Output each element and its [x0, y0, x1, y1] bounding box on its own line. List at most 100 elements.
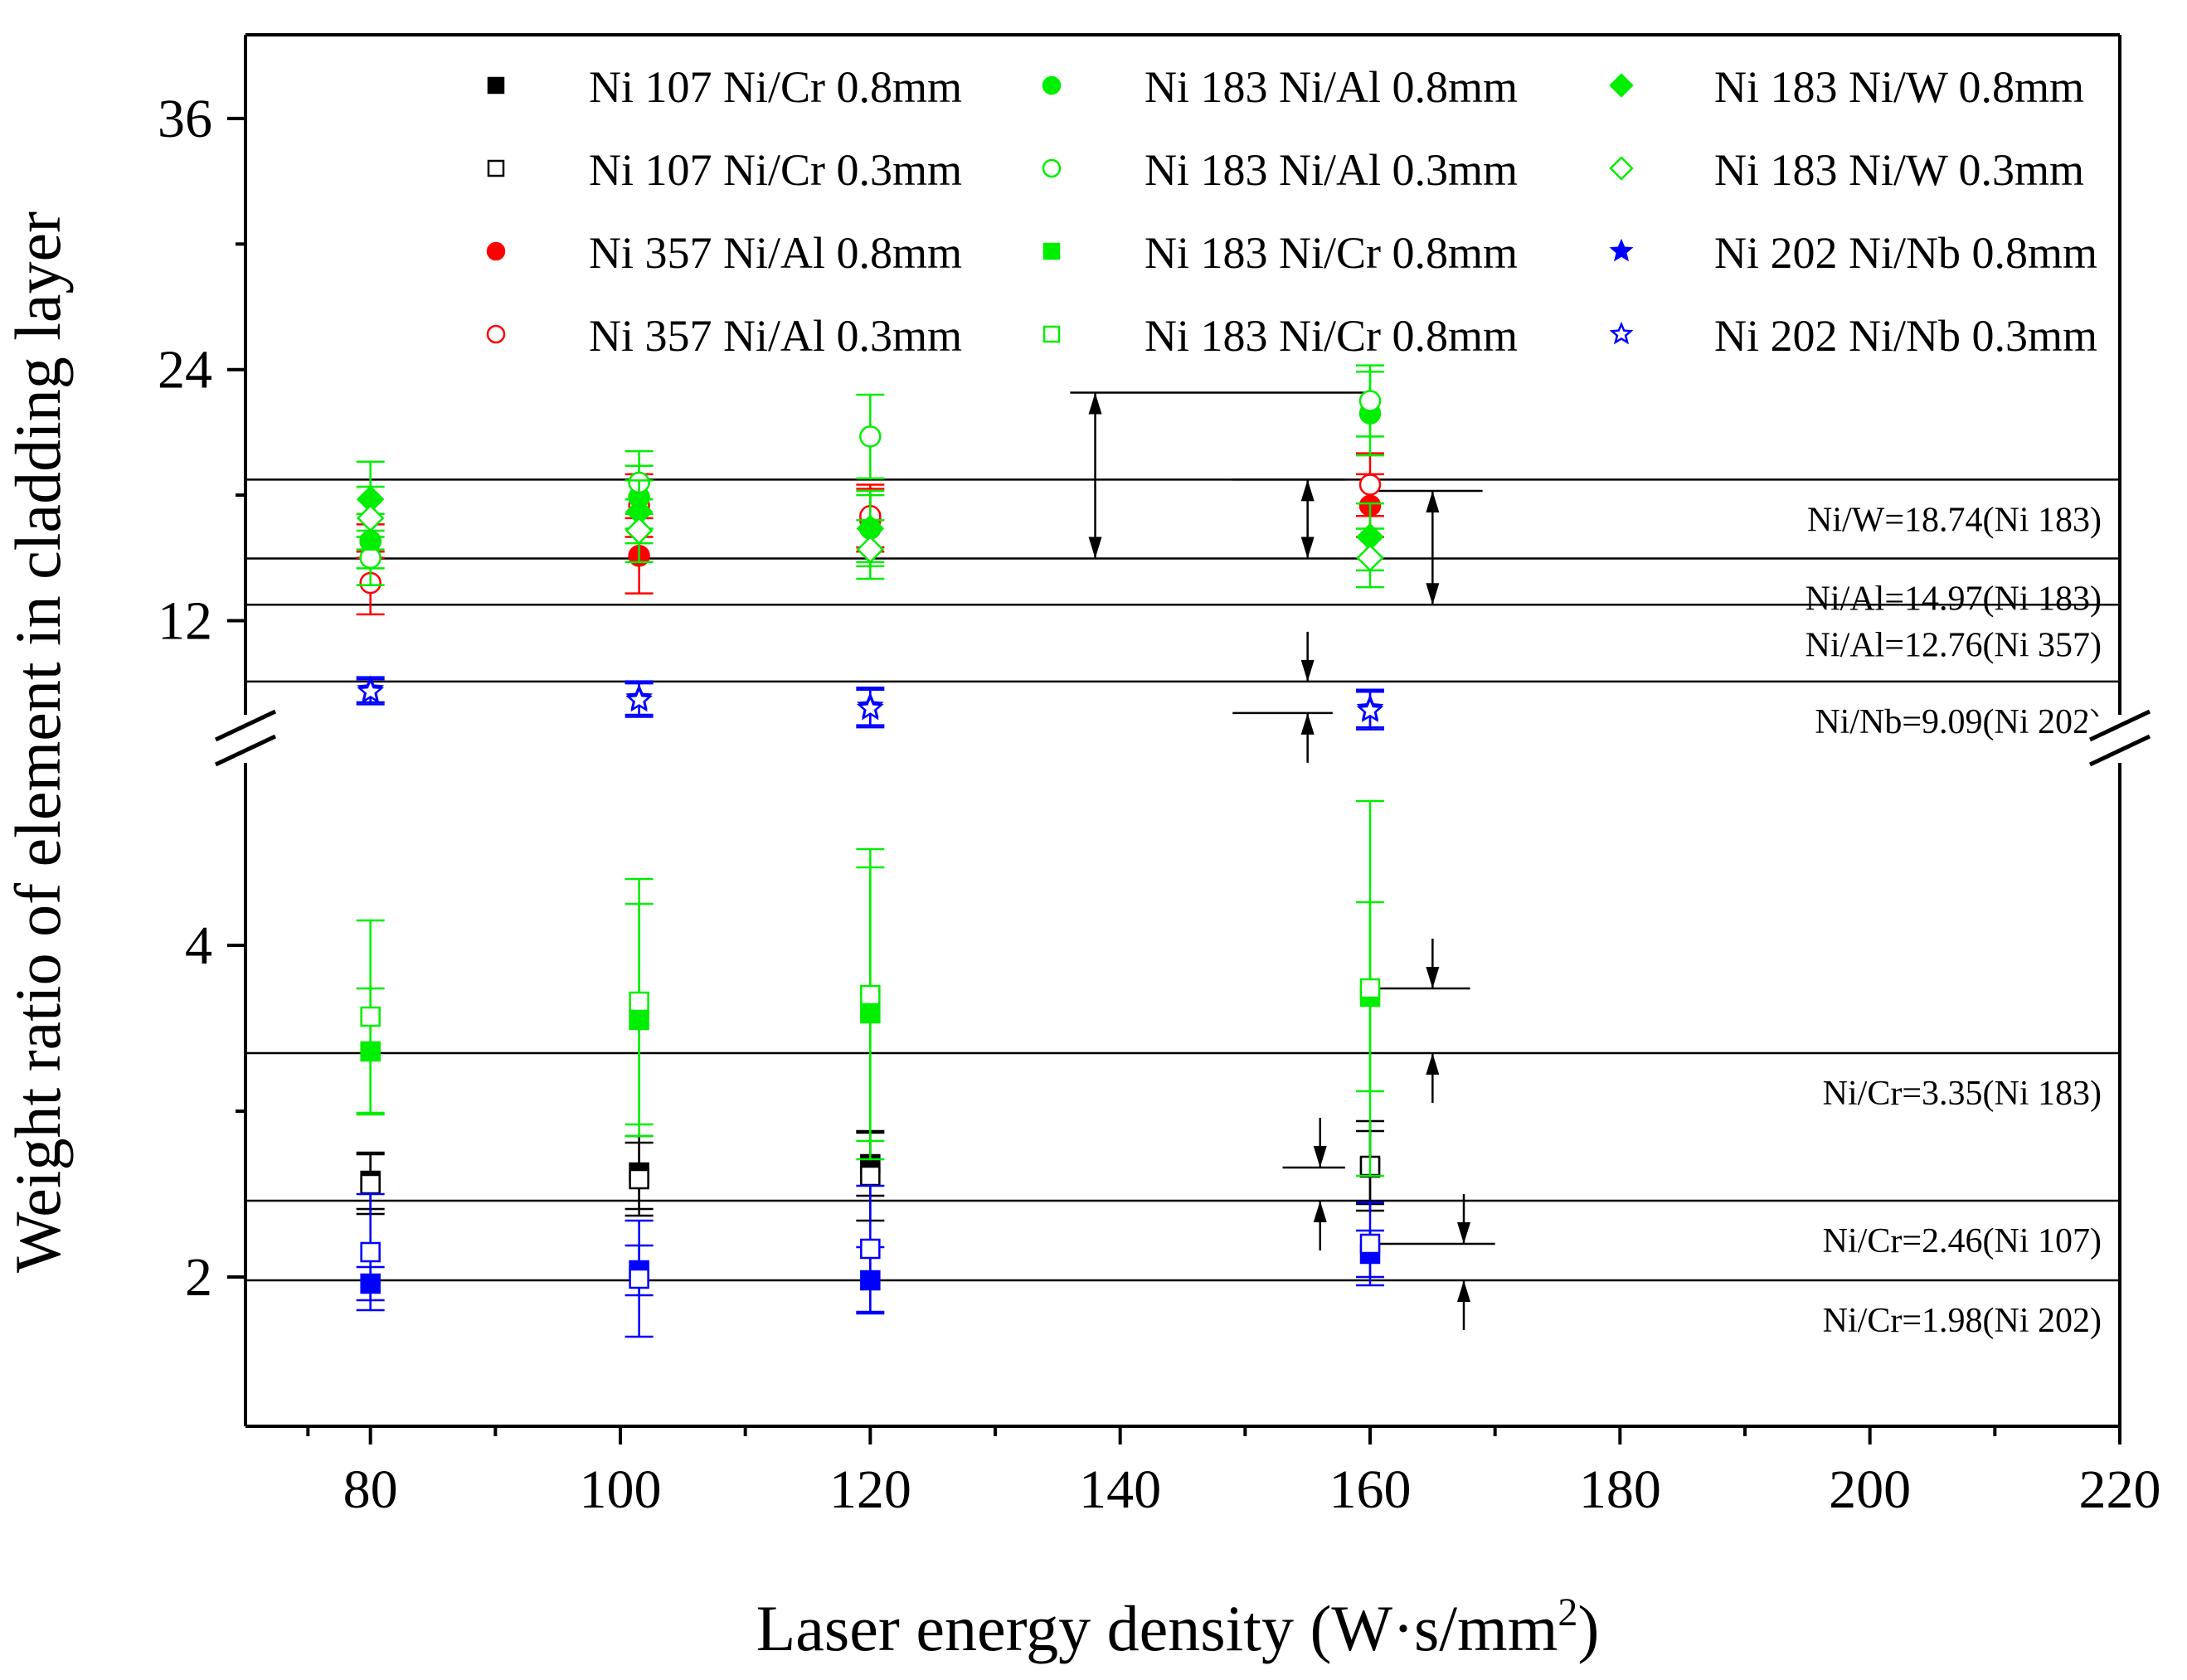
arrow-head: [1300, 659, 1315, 682]
legend-item: Ni 357 Ni/Al 0.3mm: [486, 311, 962, 361]
x-axis-title-main: Laser energy density (W·s/mm: [756, 1592, 1558, 1664]
data-point: [856, 535, 885, 564]
arrow-head: [1457, 1222, 1470, 1244]
data-point: [1358, 390, 1382, 412]
x-tick-label: 160: [1329, 1459, 1412, 1520]
data-point: [1358, 473, 1382, 496]
axis-break-mark-left: [214, 709, 277, 742]
series-group: [356, 1184, 1384, 1338]
legend-marker: [1042, 158, 1062, 178]
data-point: [360, 1173, 381, 1195]
data-point: [859, 425, 882, 448]
y-tick-label: 4: [185, 915, 212, 976]
axis-break-mark-right: [2088, 709, 2151, 742]
data-point: [856, 694, 884, 721]
reference-line-label: Ni/Cr=2.46(Ni 107): [1823, 1222, 2102, 1260]
x-tick-label: 180: [1579, 1459, 1661, 1520]
legend-item: Ni 107 Ni/Cr 0.8mm: [487, 62, 962, 112]
y-tick-label: 36: [158, 89, 212, 149]
data-point: [860, 1238, 881, 1260]
legend-label: Ni 183 Ni/Al 0.3mm: [1145, 145, 1518, 195]
legend-item: Ni 202 Ni/Nb 0.3mm: [1609, 311, 2097, 361]
data-point: [625, 686, 653, 712]
arrow-head: [1088, 392, 1102, 415]
data-point: [629, 1168, 649, 1190]
x-tick-label: 220: [2079, 1459, 2161, 1520]
series-group: [356, 485, 1384, 589]
x-tick-label: 200: [1829, 1459, 1911, 1520]
axis-break-mark-left: [214, 734, 277, 767]
x-tick-label: 140: [1079, 1459, 1161, 1520]
legend-item: Ni 183 Ni/Al 0.8mm: [1042, 62, 1518, 112]
legend-marker: [1609, 238, 1634, 262]
arrow-head: [1457, 1280, 1470, 1302]
arrow-head: [1088, 537, 1102, 559]
x-axis-title: Laser energy density (W·s/mm2): [756, 1590, 1600, 1664]
legend-marker: [1609, 321, 1634, 345]
legend-item: Ni 183 Ni/Al 0.3mm: [1042, 145, 1518, 195]
reference-line-label: Ni/Cr=3.35(Ni 183): [1823, 1075, 2102, 1113]
data-point: [629, 991, 649, 1012]
legend-marker: [486, 241, 506, 261]
legend-label: Ni 183 Ni/W 0.3mm: [1714, 145, 2084, 195]
data-point: [629, 1268, 649, 1289]
x-axis-title-superscript: 2: [1558, 1590, 1577, 1634]
series-group: [356, 799, 1384, 1177]
reference-line-label: Ni/Cr=1.98(Ni 202): [1823, 1302, 2102, 1340]
x-tick-label: 100: [580, 1459, 662, 1520]
arrow-head: [1300, 712, 1315, 735]
data-point: [1359, 978, 1381, 999]
annotation-arrows: [1070, 391, 1495, 1330]
data-point: [359, 546, 382, 570]
arrow-head: [1426, 583, 1440, 605]
legend-item: Ni 357 Ni/Al 0.8mm: [486, 228, 962, 278]
legend-marker: [1042, 325, 1061, 343]
y-tick-label: 2: [185, 1247, 212, 1308]
arrow-head: [1426, 967, 1440, 988]
legend-marker: [1609, 73, 1634, 98]
data-point: [1356, 696, 1384, 722]
y-tick-label: 12: [158, 590, 212, 651]
reference-line-label: Ni/W=18.74(Ni 183): [1807, 501, 2102, 539]
legend-item: Ni 183 Ni/W 0.3mm: [1609, 145, 2084, 195]
data-point: [860, 984, 881, 1006]
legend-label: Ni 107 Ni/Cr 0.8mm: [589, 62, 962, 112]
legend-label: Ni 183 Ni/Cr 0.8mm: [1145, 311, 1518, 361]
axis-break-mark-right: [2088, 734, 2151, 767]
arrow-head: [1426, 1053, 1440, 1075]
data-point: [625, 517, 654, 545]
data-point: [1359, 1233, 1381, 1255]
legend-item: Ni 183 Ni/Cr 0.8mm: [1042, 311, 1518, 361]
legend-marker: [1042, 242, 1061, 260]
data-point: [1356, 544, 1384, 572]
arrow-head: [1300, 479, 1315, 502]
data-series: [356, 364, 1384, 1338]
y-tick-label: 24: [158, 340, 212, 401]
arrow-head: [1300, 537, 1315, 559]
legend-label: Ni 202 Ni/Nb 0.3mm: [1714, 311, 2097, 361]
data-point: [360, 1006, 381, 1027]
data-point: [356, 504, 385, 532]
data-point: [360, 1241, 381, 1263]
legend-marker: [486, 324, 506, 344]
legend-item: Ni 107 Ni/Cr 0.3mm: [487, 145, 962, 195]
series-group: [356, 677, 1384, 731]
x-axis-title-close: ): [1577, 1592, 1599, 1664]
legend-marker: [1042, 75, 1062, 95]
series-group: [356, 364, 1384, 586]
reference-lines: Ni/W=18.74(Ni 183) Ni/Al=14.97(Ni 183) Ni/…: [245, 478, 2120, 1340]
x-tick-label: 80: [343, 1459, 398, 1520]
arrow-head: [1313, 1201, 1327, 1222]
legend-item: Ni 183 Ni/W 0.8mm: [1609, 62, 2084, 112]
legend-label: Ni 357 Ni/Al 0.3mm: [589, 311, 962, 361]
y-axis-title: Weight ratio of element in cladding laye…: [2, 211, 74, 1273]
legend-marker: [1609, 156, 1634, 181]
data-point: [860, 1165, 881, 1187]
reference-line-label: Ni/Al=14.97(Ni 183): [1805, 580, 2102, 619]
legend-label: Ni 183 Ni/Al 0.8mm: [1145, 62, 1518, 112]
legend-marker: [487, 159, 505, 177]
legend-label: Ni 202 Ni/Nb 0.8mm: [1714, 228, 2097, 278]
legend-label: Ni 107 Ni/Cr 0.3mm: [589, 145, 962, 195]
